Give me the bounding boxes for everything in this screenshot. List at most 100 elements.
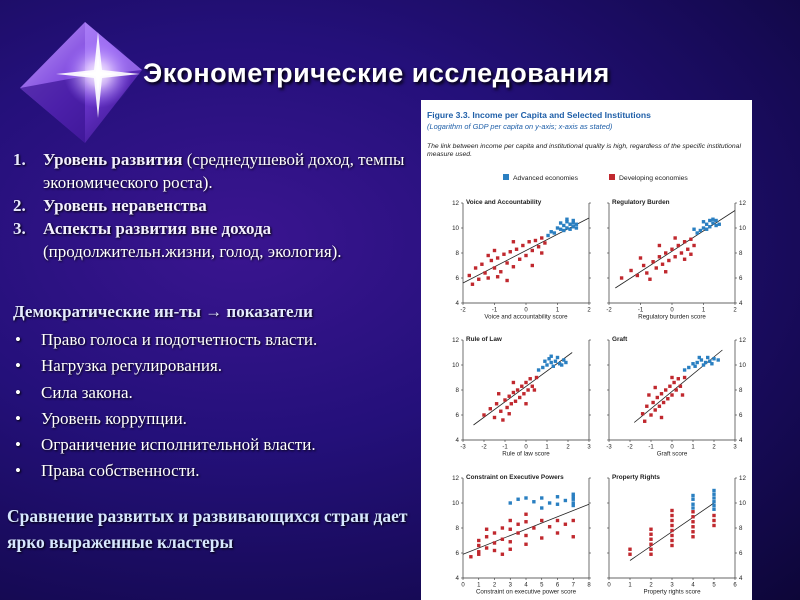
figure-description-box: The link between income per capita and i… [427,143,741,158]
developing-point [571,535,575,539]
figure-description: The link between income per capita and i… [427,143,741,158]
advanced-point [549,360,553,365]
advanced-point [711,221,715,225]
x-tick-label: -1 [492,308,498,314]
developing-point [651,400,655,405]
y-tick-label: 6 [739,412,743,419]
developing-point [640,412,645,416]
x-tick-label: 2 [587,308,591,314]
developing-point [505,405,509,410]
developing-point [571,518,575,523]
developing-point [712,513,716,518]
developing-point [527,240,531,244]
developing-point [477,543,481,548]
x-tick-label: -1 [502,445,508,451]
y-tick-label: 8 [456,387,460,394]
developing-point [524,512,528,516]
advanced-point [508,501,512,505]
developing-point [522,392,526,396]
developing-point [653,385,657,390]
developing-point [524,533,528,538]
developing-point [691,520,695,524]
trend-line [615,210,736,289]
developing-point [691,530,695,534]
item-text: (среднедушевой доход, темпы экономическо… [43,150,405,192]
x-tick-label: 2 [493,583,497,589]
developing-point [516,531,520,535]
developing-point [480,262,484,266]
developing-point [670,528,674,533]
advanced-point [549,354,553,358]
developing-point [524,542,528,546]
advanced-point [565,226,569,230]
advanced-point [691,502,695,506]
advanced-point [555,495,560,499]
bullet-dot-icon: • [15,461,21,481]
developing-point [484,527,489,531]
x-tick-label: 1 [556,308,560,314]
advanced-point [562,358,566,362]
panel-title: Rule of Law [466,336,502,343]
developing-point [502,252,506,256]
developing-point [667,258,671,263]
y-tick-label: 4 [456,437,460,444]
y-tick-label: 4 [456,300,460,307]
developing-point [500,526,505,530]
developing-point [635,273,640,278]
y-tick-label: 8 [739,525,743,532]
developing-point [511,380,516,385]
x-tick-label: 3 [733,445,737,451]
advanced-point [565,217,569,221]
developing-point [477,277,481,281]
advanced-point [691,506,695,510]
developing-point [484,546,489,550]
x-tick-label: -2 [606,308,612,314]
developing-point [482,413,486,417]
advanced-point [701,226,706,230]
developing-point [638,256,643,260]
y-tick-label: 10 [452,225,459,232]
advanced-point [687,365,691,370]
developing-point [500,552,505,556]
advanced-point [682,368,687,372]
developing-point [670,375,674,380]
developing-point [691,525,695,529]
developing-point [521,243,525,248]
bullet-list: • Право голоса и подотчетность власти. • Н… [13,327,317,485]
x-tick-label: -3 [460,445,466,451]
advanced-point [697,355,701,360]
developing-point [492,548,497,553]
advanced-point [712,357,716,361]
x-tick-label: 2 [566,445,570,451]
bullet-item: • Уровень коррупции. [13,406,317,432]
panel-title: Constraint on Executive Powers [466,474,564,481]
advanced-point [546,233,550,238]
x-tick-label: 6 [556,583,560,589]
y-tick-label: 8 [739,250,743,257]
developing-point [500,537,505,541]
advanced-point [547,501,552,505]
developing-point [660,262,665,266]
developing-point [555,531,560,535]
developing-point [483,271,487,275]
developing-point [515,388,520,392]
developing-point [511,265,516,269]
x-tick-label: 1 [702,308,706,314]
developing-point [536,245,541,249]
bullet-text: Сила закона. [41,382,133,402]
developing-point [661,400,666,405]
advanced-point [695,231,699,235]
developing-point [691,510,695,514]
developing-point [659,415,664,420]
developing-point [692,243,696,248]
legend-label-advanced: Advanced economies [513,175,579,182]
developing-point [657,243,662,248]
advanced-point [712,500,716,504]
y-tick-label: 6 [739,275,743,282]
figure-title: Figure 3.3. Income per Capita and Select… [427,110,651,120]
developing-point [511,390,516,395]
developing-point [670,247,674,251]
advanced-point [571,218,575,223]
developing-point [477,552,481,556]
